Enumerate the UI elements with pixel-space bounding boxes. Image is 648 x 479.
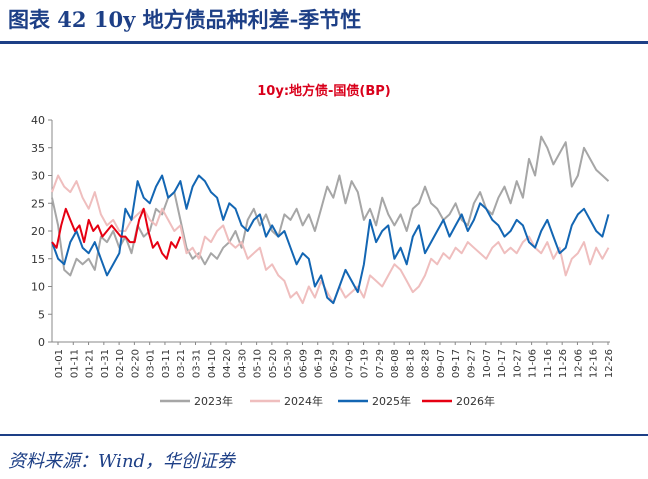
- x-tick-label: 05-30: [283, 349, 294, 378]
- x-tick-label: 11-16: [543, 349, 554, 378]
- x-tick-label: 03-21: [176, 349, 187, 378]
- y-tick-label: 5: [38, 308, 45, 321]
- y-tick-label: 35: [31, 142, 45, 155]
- x-tick-label: 11-06: [528, 349, 539, 378]
- x-tick-label: 09-27: [467, 349, 478, 378]
- legend-label: 2026年: [456, 394, 495, 408]
- y-tick-label: 10: [31, 281, 45, 294]
- x-tick-label: 03-11: [161, 349, 172, 378]
- x-tick-label: 04-30: [237, 349, 248, 378]
- x-tick-label: 08-08: [390, 349, 401, 378]
- y-tick-label: 30: [31, 170, 45, 183]
- chart-axes: 0 5 10 15 20 25 30 35 40 01-01 01-11 01-21 01-31 02-1…: [31, 114, 615, 378]
- y-tick-label: 0: [38, 336, 45, 349]
- source-note: 资料来源：Wind，华创证券: [8, 451, 236, 472]
- source-rule: [0, 434, 648, 436]
- chart-series: [51, 135, 610, 305]
- x-tick-label: 01-01: [54, 349, 65, 378]
- x-tick-label: 02-20: [130, 349, 141, 378]
- chart-title: 10y:地方债-国债(BP): [257, 83, 390, 99]
- x-tick-label: 07-29: [375, 349, 386, 378]
- y-tick-label: 25: [31, 197, 45, 210]
- x-tick-label: 04-20: [222, 349, 233, 378]
- x-tick-label: 08-28: [421, 349, 432, 378]
- x-tick-label: 12-06: [573, 349, 584, 378]
- y-tick-label: 15: [31, 253, 45, 266]
- figure-title: 图表 42 10y 地方债品种利差-季节性: [8, 7, 362, 32]
- series-line-2023年: [51, 135, 610, 277]
- chart: 10y:地方债-国债(BP) 0 5 10 15 20 25 30 35 40 01-01 01-1…: [31, 83, 615, 408]
- x-tick-label: 06-19: [314, 349, 325, 378]
- x-tick-label: 10-07: [482, 349, 493, 378]
- title-rule: [0, 41, 648, 44]
- x-tick-label: 01-11: [69, 349, 80, 378]
- legend-label: 2024年: [284, 394, 323, 408]
- x-tick-label: 06-09: [298, 349, 309, 378]
- x-tick-label: 09-17: [451, 349, 462, 378]
- y-tick-label: 20: [31, 225, 45, 238]
- x-tick-label: 01-31: [100, 349, 111, 378]
- x-tick-label: 05-20: [268, 349, 279, 378]
- series-line-2026年: [51, 207, 182, 260]
- x-tick-label: 06-29: [329, 349, 340, 378]
- x-tick-label: 03-01: [146, 349, 157, 378]
- chart-legend: 2023年 2024年 2025年 2026年: [160, 394, 495, 408]
- x-tick-label: 07-19: [360, 349, 371, 378]
- x-tick-label: 03-31: [192, 349, 203, 378]
- x-tick-label: 09-07: [436, 349, 447, 378]
- series-line-2025年: [51, 174, 610, 305]
- legend-label: 2023年: [194, 394, 233, 408]
- x-tick-label: 12-26: [604, 349, 615, 378]
- x-tick-label: 01-21: [85, 349, 96, 378]
- x-tick-label: 11-26: [558, 349, 569, 378]
- x-tick-label: 12-16: [589, 349, 600, 378]
- y-tick-label: 40: [31, 114, 45, 127]
- x-tick-label: 10-17: [497, 349, 508, 378]
- x-tick-label: 10-27: [512, 349, 523, 378]
- legend-label: 2025年: [372, 394, 411, 408]
- x-tick-label: 07-09: [344, 349, 355, 378]
- x-tick-label: 05-10: [253, 349, 264, 378]
- x-tick-label: 04-10: [207, 349, 218, 378]
- x-tick-label: 08-18: [405, 349, 416, 378]
- x-tick-label: 02-10: [115, 349, 126, 378]
